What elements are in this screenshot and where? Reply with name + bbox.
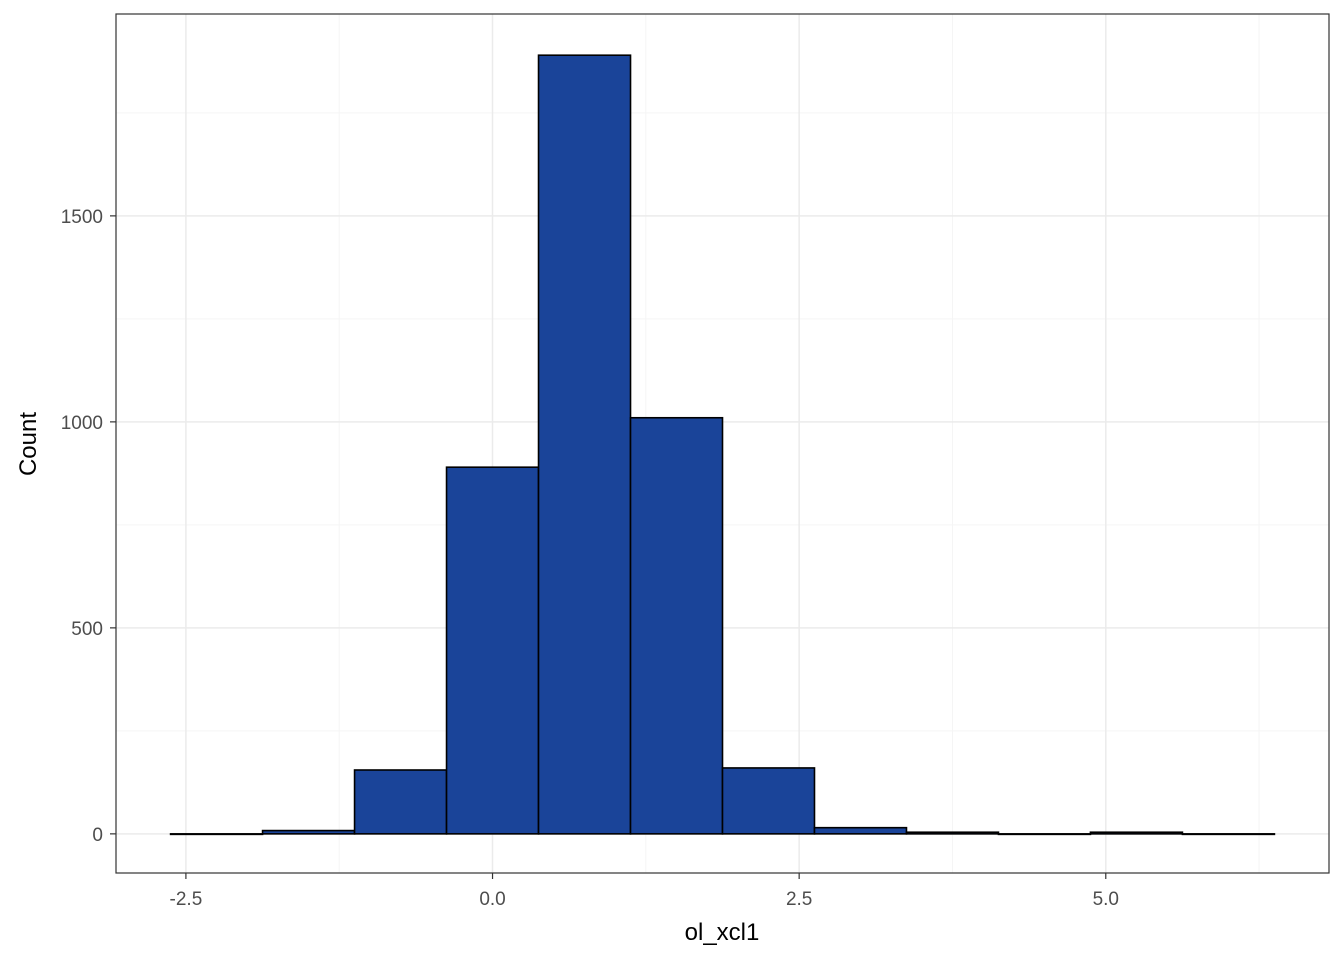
y-tick-label: 1000 <box>61 413 103 434</box>
histogram-bar <box>1181 833 1276 836</box>
x-tick-label: -2.5 <box>170 889 203 910</box>
y-axis-title: Count <box>15 412 42 476</box>
histogram-bar <box>813 826 908 835</box>
y-tick-label: 0 <box>92 825 103 846</box>
histogram-bar <box>1089 831 1184 835</box>
x-axis-title: ol_xcl1 <box>685 919 760 946</box>
histogram-bar <box>905 831 1000 835</box>
axes: -2.5 0.0 2.5 5.0 0 500 1000 1500 <box>61 207 1119 910</box>
histogram-bar <box>169 833 264 836</box>
histogram-bar <box>721 767 816 835</box>
histogram-bars <box>169 54 1276 836</box>
histogram-bar <box>997 833 1092 836</box>
y-tick-label: 500 <box>71 619 103 640</box>
histogram-bar <box>629 416 724 835</box>
x-tick-label: 5.0 <box>1093 889 1119 910</box>
histogram-bar <box>353 769 448 835</box>
panel-border <box>115 13 1330 874</box>
y-tick-label: 1500 <box>61 207 103 228</box>
histogram-bar <box>261 829 356 835</box>
x-tick-label: 2.5 <box>786 889 812 910</box>
x-tick-label: 0.0 <box>479 889 505 910</box>
histogram-bar <box>537 54 632 835</box>
histogram-bar <box>445 466 540 835</box>
